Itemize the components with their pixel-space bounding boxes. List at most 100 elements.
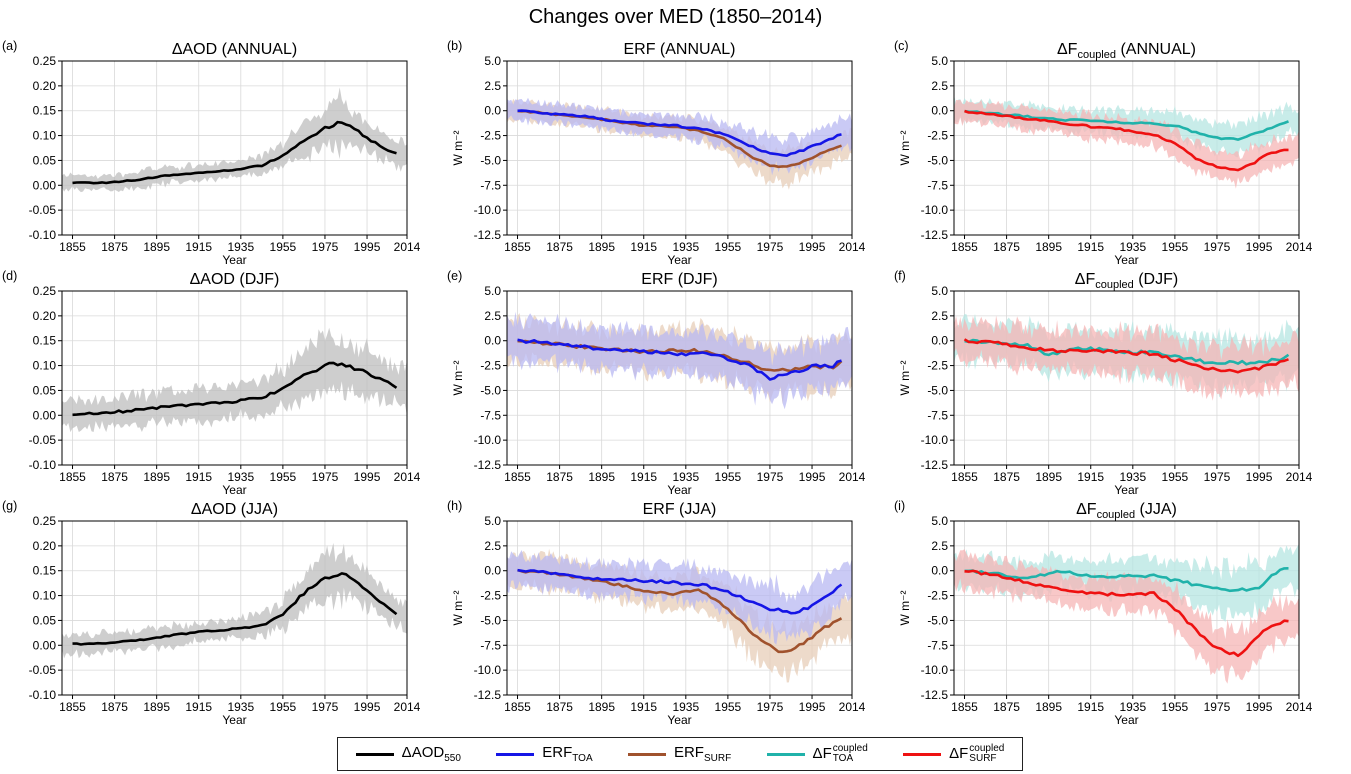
x-tick-label: 1895 [588,470,615,484]
series-line-ctoa [964,109,1289,141]
series-line-surf [517,568,843,654]
legend-swatch [627,752,666,756]
y-tick-label: -5.0 [480,613,501,627]
plot-frame [506,520,853,696]
x-tick-label: 1895 [143,700,170,714]
x-tick-label: 1995 [354,240,381,254]
legend-swatch [355,752,394,756]
panel-letter: (i) [894,499,905,513]
band-aod [62,87,407,193]
panel-title: ΔFcoupled (ANNUAL) [1057,41,1196,61]
series-line-toa [517,109,842,157]
x-tick-label: 1995 [354,700,381,714]
legend-label-sub: SURF [703,753,732,764]
y-tick-label: 0.25 [33,284,57,298]
legend-label-sup: coupled [832,743,868,754]
y-tick-label: 0.00 [33,408,57,422]
y-tick-label: -7.5 [927,638,948,652]
y-tick-label: -2.5 [480,589,501,603]
legend-swatch [903,752,942,756]
y-tick-label: -5.0 [927,153,948,167]
x-tick-label: 1895 [1035,470,1062,484]
plot-frame [506,60,853,236]
x-tick-label: 1955 [1162,700,1189,714]
x-tick-label: 1875 [101,700,128,714]
x-tick-label: 2014 [1286,470,1313,484]
legend-label-sub: TOA [832,753,854,764]
panel-letter: (g) [2,499,17,513]
y-tick-label: 0.15 [33,104,57,118]
band-csurf [954,549,1299,684]
x-tick-label: 1975 [757,700,784,714]
x-tick-label: 1875 [101,470,128,484]
x-tick-label: 1995 [799,240,826,254]
y-tick-label: -7.5 [927,408,948,422]
x-tick-label: 1895 [143,240,170,254]
x-tick-label: 1935 [1119,240,1146,254]
x-tick-label: 1975 [312,700,339,714]
x-tick-label: 1875 [546,470,573,484]
y-tick-label: 5.0 [484,54,501,68]
y-tick-label: -2.5 [480,359,501,373]
x-tick-label: 1855 [59,470,86,484]
y-tick-label: -5.0 [927,613,948,627]
y-tick-label: 2.5 [931,309,948,323]
x-tick-label: 1915 [1077,240,1104,254]
x-tick-label: 1915 [185,700,212,714]
x-tick-label: 1895 [1035,240,1062,254]
panel-letter: (d) [2,269,17,283]
y-tick-label: 0.0 [931,334,948,348]
grid [62,60,408,236]
x-tick-label: 1995 [799,470,826,484]
x-tick-label: 1975 [1204,240,1231,254]
y-tick-label: 2.5 [931,79,948,93]
legend-label-base: ΔF [949,744,969,762]
x-tick-label: 2014 [1286,240,1313,254]
chart-i: 1855 1875 1895 1915 1935 1955 1975 1995 2014 -12.… [894,499,1313,727]
legend-item-csurf: ΔF coupled SURF [903,744,1004,764]
panel-a: 1855 1875 1895 1915 1935 1955 1975 1995 2014 -0.1… [0,1,447,275]
legend-item-aod: ΔAOD550 [355,744,461,764]
panel-letter: (b) [447,39,462,53]
x-tick-label: 1995 [1246,240,1273,254]
x-axis-label: Year [1114,253,1138,267]
y-axis-label: W m⁻² [451,131,465,166]
legend-label-base: ΔAOD [401,744,445,761]
series-line-csurf [964,569,1289,658]
band-toa [507,550,852,645]
y-tick-label: 0.25 [33,54,57,68]
x-axis-label: Year [222,253,246,267]
y-tick-label: -5.0 [927,383,948,397]
y-tick-label: 5.0 [931,514,948,528]
y-tick-label: 2.5 [484,79,501,93]
y-tick-label: 0.05 [33,613,57,627]
y-tick-label: -12.5 [474,688,502,702]
y-tick-label: -10.0 [474,203,502,217]
band-aod [62,327,407,433]
y-tick-label: 0.0 [484,334,501,348]
x-tick-label: 2014 [839,470,866,484]
figure-title: Changes over MED (1850–2014) [528,6,823,28]
x-tick-label: 1975 [757,470,784,484]
y-tick-label: -7.5 [480,638,501,652]
y-tick-label: -12.5 [474,458,502,472]
chart-e: 1855 1875 1895 1915 1935 1955 1975 1995 2014 -12.… [447,269,866,497]
x-tick-label: 1955 [1162,470,1189,484]
legend: ΔAOD550 ERFTOA ERFSURF ΔF coupled TOA ΔF couple… [337,737,1023,771]
y-axis-label: W m⁻² [898,361,912,396]
legend-label-sub: TOA [572,753,593,764]
legend-item-toa: ERFTOA [496,744,593,764]
y-axis-label: W m⁻² [451,361,465,396]
y-tick-label: 0.15 [33,334,57,348]
y-tick-label: -5.0 [480,153,501,167]
x-tick-label: 1915 [185,470,212,484]
series-line-toa [517,338,842,381]
series-line-aod [72,572,398,646]
x-tick-label: 1855 [951,240,978,254]
y-tick-label: 5.0 [931,284,948,298]
x-tick-label: 1955 [715,700,742,714]
y-tick-label: 0.00 [33,178,57,192]
x-tick-label: 1935 [227,240,254,254]
x-tick-label: 1915 [630,700,657,714]
chart-h: 1855 1875 1895 1915 1935 1955 1975 1995 2014 -12.… [447,499,866,727]
